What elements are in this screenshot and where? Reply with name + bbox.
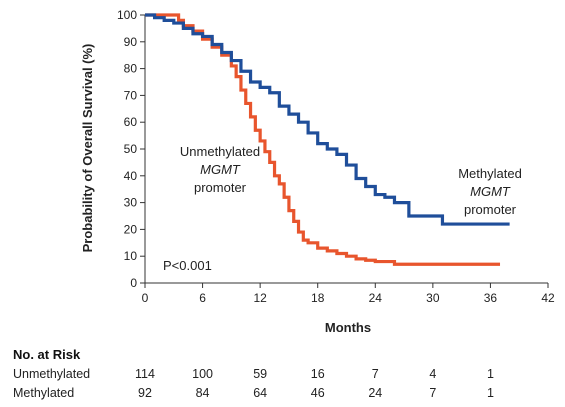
at-risk-value: 46 [310, 386, 325, 400]
y-tick-label: 0 [130, 276, 137, 290]
at-risk-value: 1 [486, 386, 494, 400]
x-tick-label: 30 [426, 291, 440, 305]
x-tick-label: 36 [484, 291, 498, 305]
at-risk-row-label: Unmethylated [13, 367, 91, 381]
y-tick-label: 100 [117, 8, 137, 22]
x-axis-title: Months [325, 320, 371, 335]
unmethylated-label-line1: Unmethylated [180, 144, 260, 159]
at-risk-value: 1 [486, 367, 494, 381]
at-risk-value: 24 [368, 386, 383, 400]
series-layer [145, 13, 510, 266]
at-risk-value: 7 [371, 367, 379, 381]
at-risk-value: 84 [195, 386, 210, 400]
y-tick-label: 70 [124, 88, 138, 102]
at-risk-value: 114 [135, 367, 155, 381]
y-tick-label: 90 [124, 35, 138, 49]
at-risk-value: 59 [253, 367, 268, 381]
at-risk-value: 7 [429, 386, 437, 400]
at-risk-title: No. at Risk [13, 347, 81, 362]
axes: 0 10 20 30 40 50 60 70 80 90 100 0 6 12 18 24 30 36 42 [117, 8, 555, 305]
survival-chart: 0 10 20 30 40 50 60 70 80 90 100 0 6 12 18 24 30 36 42 P<0… [80, 8, 555, 335]
y-tick-label: 50 [124, 142, 138, 156]
x-tick-label: 18 [311, 291, 325, 305]
methylated-label-line1: Methylated [458, 166, 522, 181]
methylated-label-line3: promoter [464, 202, 517, 217]
x-tick-label: 24 [369, 291, 383, 305]
y-tick-label: 10 [124, 249, 138, 263]
y-tick-label: 40 [124, 169, 138, 183]
at-risk-value: 64 [253, 386, 268, 400]
annotation-layer: P<0.001 Unmethylated MGMT promoter Methy… [163, 144, 522, 273]
methylated-survival-curve [145, 13, 510, 226]
at-risk-value: 4 [429, 367, 437, 381]
x-tick-label: 0 [142, 291, 149, 305]
y-tick-label: 80 [124, 62, 138, 76]
y-tick-label: 60 [124, 115, 138, 129]
x-tick-label: 12 [253, 291, 267, 305]
y-tick-label: 30 [124, 196, 138, 210]
pvalue-label: P<0.001 [163, 258, 212, 273]
at-risk-row-label: Methylated [13, 386, 75, 400]
x-tick-label: 42 [541, 291, 555, 305]
at-risk-value: 100 [192, 367, 213, 381]
at-risk-value: 92 [138, 386, 152, 400]
unmethylated-survival-curve [145, 13, 501, 266]
x-tick-label: 6 [199, 291, 206, 305]
y-tick-label: 20 [124, 222, 138, 236]
unmethylated-label-line2: MGMT [200, 162, 241, 177]
unmethylated-label-line3: promoter [194, 180, 247, 195]
at-risk-value: 16 [310, 367, 325, 381]
y-axis-title: Probability of Overall Survival (%) [80, 44, 95, 253]
methylated-label-line2: MGMT [470, 184, 511, 199]
